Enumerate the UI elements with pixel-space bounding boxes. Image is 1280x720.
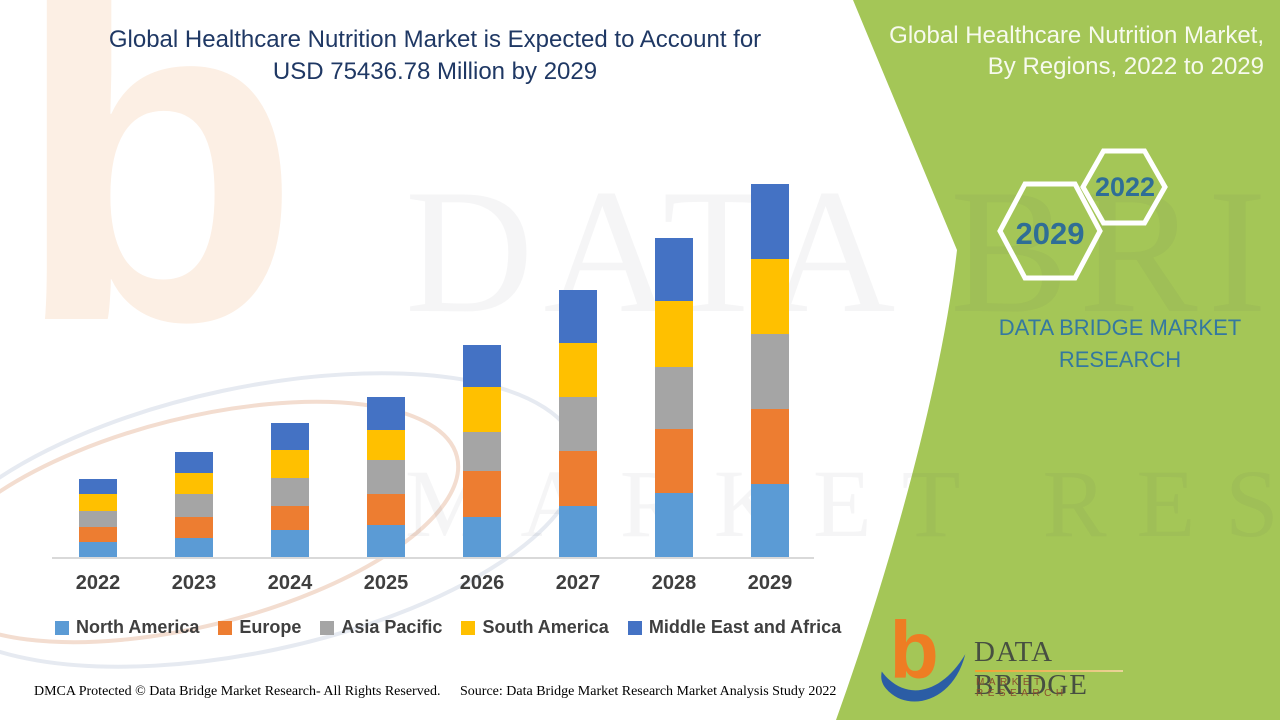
bar-segment-middle-east-and-africa: [271, 423, 309, 451]
x-axis-label-2029: 2029: [747, 572, 793, 594]
logo-mark-icon: b: [881, 612, 966, 702]
stacked-bar-2022: [79, 478, 117, 558]
svg-text:b: b: [889, 612, 938, 695]
badge-year-2029: 2029: [1015, 216, 1085, 251]
badge-year-2022: 2022: [1094, 172, 1156, 202]
bar-segment-north-america: [367, 525, 405, 558]
bar-segment-middle-east-and-africa: [175, 451, 213, 473]
bar-segment-middle-east-and-africa: [559, 289, 597, 343]
legend-item-middle-east-and-africa: Middle East and Africa: [627, 617, 842, 638]
bar-segment-middle-east-and-africa: [463, 344, 501, 387]
dmca-notice: DMCA Protected © Data Bridge Market Rese…: [34, 684, 441, 699]
bar-segment-north-america: [463, 517, 501, 558]
chart-title-line1: Global Healthcare Nutrition Market is Ex…: [108, 26, 762, 53]
bar-segment-middle-east-and-africa: [655, 238, 693, 301]
legend-label: South America: [482, 617, 609, 637]
stacked-bar-2023: [175, 451, 213, 558]
chart-title: Global Healthcare Nutrition Market is Ex…: [0, 24, 870, 88]
bar-segment-europe: [79, 527, 117, 542]
bar-segment-europe: [751, 408, 789, 484]
bar-segment-asia-pacific: [271, 477, 309, 506]
bar-segment-europe: [271, 505, 309, 530]
bar-segment-south-america: [559, 342, 597, 398]
panel-brand-text: DATA BRIDGE MARKET RESEARCH: [960, 312, 1280, 376]
legend-swatch: [461, 620, 476, 635]
legend-swatch: [627, 620, 642, 635]
stacked-bar-2028: [655, 238, 693, 558]
company-logo: b DATA BRIDGE MARKET RESEARCH: [876, 612, 1136, 712]
stacked-bar-2025: [367, 396, 405, 558]
bar-segment-europe: [367, 494, 405, 525]
bar-segment-north-america: [751, 483, 789, 558]
bar-segment-north-america: [79, 541, 117, 558]
legend-label: Asia Pacific: [341, 617, 443, 637]
bar-segment-asia-pacific: [463, 431, 501, 472]
bar-segment-asia-pacific: [367, 460, 405, 494]
legend-item-south-america: South America: [461, 617, 609, 638]
x-axis-label-2024: 2024: [267, 572, 313, 594]
panel-brand-line2: RESEARCH: [1058, 347, 1182, 372]
panel-title-line1: Global Healthcare Nutrition Market,: [889, 22, 1264, 49]
bar-segment-asia-pacific: [655, 366, 693, 429]
x-axis-label-2023: 2023: [171, 572, 217, 594]
bar-segment-europe: [559, 450, 597, 507]
bar-segment-south-america: [367, 429, 405, 460]
chart-title-line2: USD 75436.78 Million by 2029: [272, 58, 598, 85]
bar-segment-europe: [463, 471, 501, 518]
bar-segment-middle-east-and-africa: [79, 478, 117, 494]
x-axis-label-2025: 2025: [363, 572, 409, 594]
bar-segment-europe: [655, 428, 693, 494]
stacked-bar-2026: [463, 344, 501, 558]
x-axis-label-2028: 2028: [651, 572, 697, 594]
x-axis-label-2027: 2027: [555, 572, 601, 594]
bar-segment-north-america: [655, 493, 693, 558]
x-axis-line: [52, 557, 814, 559]
legend-swatch: [55, 620, 69, 635]
stacked-bar-2024: [271, 423, 309, 558]
legend-swatch: [218, 620, 233, 635]
bar-segment-asia-pacific: [751, 334, 789, 409]
stacked-bar-2027: [559, 289, 597, 558]
bar-segment-middle-east-and-africa: [367, 396, 405, 430]
bar-segment-south-america: [655, 300, 693, 367]
x-axis-label-2022: 2022: [75, 572, 121, 594]
source-note: Source: Data Bridge Market Research Mark…: [460, 684, 837, 699]
legend-item-asia-pacific: Asia Pacific: [320, 617, 442, 638]
bar-segment-south-america: [175, 472, 213, 494]
panel-title-line2: By Regions, 2022 to 2029: [987, 53, 1264, 80]
bar-segment-north-america: [271, 530, 309, 558]
bar-segment-north-america: [175, 537, 213, 558]
bar-segment-asia-pacific: [559, 397, 597, 451]
logo-subtitle: MARKET RESEARCH: [976, 677, 1068, 699]
x-axis-label-2026: 2026: [459, 572, 505, 594]
bar-segment-north-america: [559, 506, 597, 558]
bar-segment-asia-pacific: [79, 510, 117, 528]
panel-brand-line1: DATA BRIDGE MARKET: [998, 315, 1242, 340]
legend-label: Europe: [239, 617, 302, 637]
bar-segment-south-america: [271, 450, 309, 478]
bar-segment-south-america: [79, 493, 117, 511]
bar-segment-south-america: [751, 259, 789, 335]
bar-segment-middle-east-and-africa: [751, 184, 789, 260]
chart-legend: North America Europe Asia Pacific South Ame…: [55, 617, 841, 638]
bar-segment-south-america: [463, 386, 501, 432]
legend-swatch: [320, 620, 335, 635]
logo-underline: [975, 670, 1123, 672]
legend-label: Middle East and Africa: [648, 617, 842, 637]
panel-title: Global Healthcare Nutrition Market, By R…: [844, 20, 1264, 82]
bar-segment-asia-pacific: [175, 493, 213, 517]
legend-label: North America: [76, 617, 200, 637]
bar-segment-europe: [175, 516, 213, 538]
legend-item-north-america: North America: [55, 617, 199, 638]
legend-item-europe: Europe: [218, 617, 301, 638]
stacked-bar-2029: [751, 184, 789, 558]
